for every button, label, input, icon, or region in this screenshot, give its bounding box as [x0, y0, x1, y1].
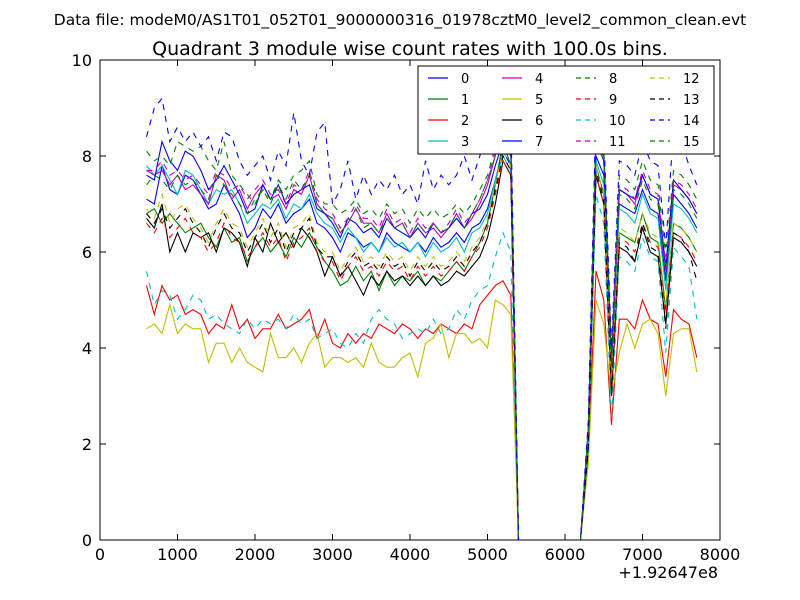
series-lines	[145, 97, 698, 540]
series-line-10	[145, 194, 698, 540]
x-tick-label: 5000	[467, 545, 508, 564]
x-tick-label: 0	[95, 545, 105, 564]
legend-label-8: 8	[609, 72, 617, 87]
legend-label-3: 3	[461, 135, 469, 150]
legend-label-0: 0	[461, 72, 469, 87]
legend-label-14: 14	[683, 114, 700, 129]
series-line-2	[145, 271, 698, 540]
y-tick-label: 4	[82, 339, 92, 358]
y-tick-label: 2	[82, 435, 92, 454]
legend-label-10: 10	[609, 114, 626, 129]
legend-label-2: 2	[461, 114, 469, 129]
legend-label-12: 12	[683, 72, 700, 87]
x-tick-label: 1000	[157, 545, 198, 564]
legend-label-4: 4	[535, 72, 543, 87]
series-line-5	[146, 299, 698, 540]
chart-title: Quadrant 3 module wise count rates with …	[152, 38, 668, 60]
series-line-13	[146, 154, 698, 540]
legend-label-9: 9	[609, 93, 617, 108]
y-tick-label: 6	[82, 243, 92, 262]
y-tick-label: 10	[72, 51, 92, 70]
legend-label-15: 15	[683, 135, 700, 150]
y-tick-label: 8	[82, 147, 92, 166]
x-tick-label: 2000	[235, 545, 276, 564]
x-tick-label: 6000	[545, 545, 586, 564]
legend-label-5: 5	[535, 93, 543, 108]
series-line-9	[146, 159, 698, 540]
legend-label-7: 7	[535, 135, 543, 150]
x-tick-label: 8000	[700, 545, 741, 564]
y-tick-label: 0	[82, 531, 92, 550]
figure-suptitle: Data file: modeM0/AS1T01_052T01_90000003…	[54, 11, 746, 30]
legend-label-6: 6	[535, 114, 543, 129]
series-line-15	[146, 125, 698, 540]
x-tick-label: 4000	[390, 545, 431, 564]
legend-box	[417, 65, 715, 155]
x-offset-label: +1.92647e8	[618, 563, 718, 582]
series-line-14	[145, 97, 698, 540]
legend-label-13: 13	[683, 93, 700, 108]
legend-label-11: 11	[609, 135, 626, 150]
legend-label-1: 1	[461, 93, 469, 108]
x-tick-label: 7000	[622, 545, 663, 564]
x-tick-label: 3000	[312, 545, 353, 564]
